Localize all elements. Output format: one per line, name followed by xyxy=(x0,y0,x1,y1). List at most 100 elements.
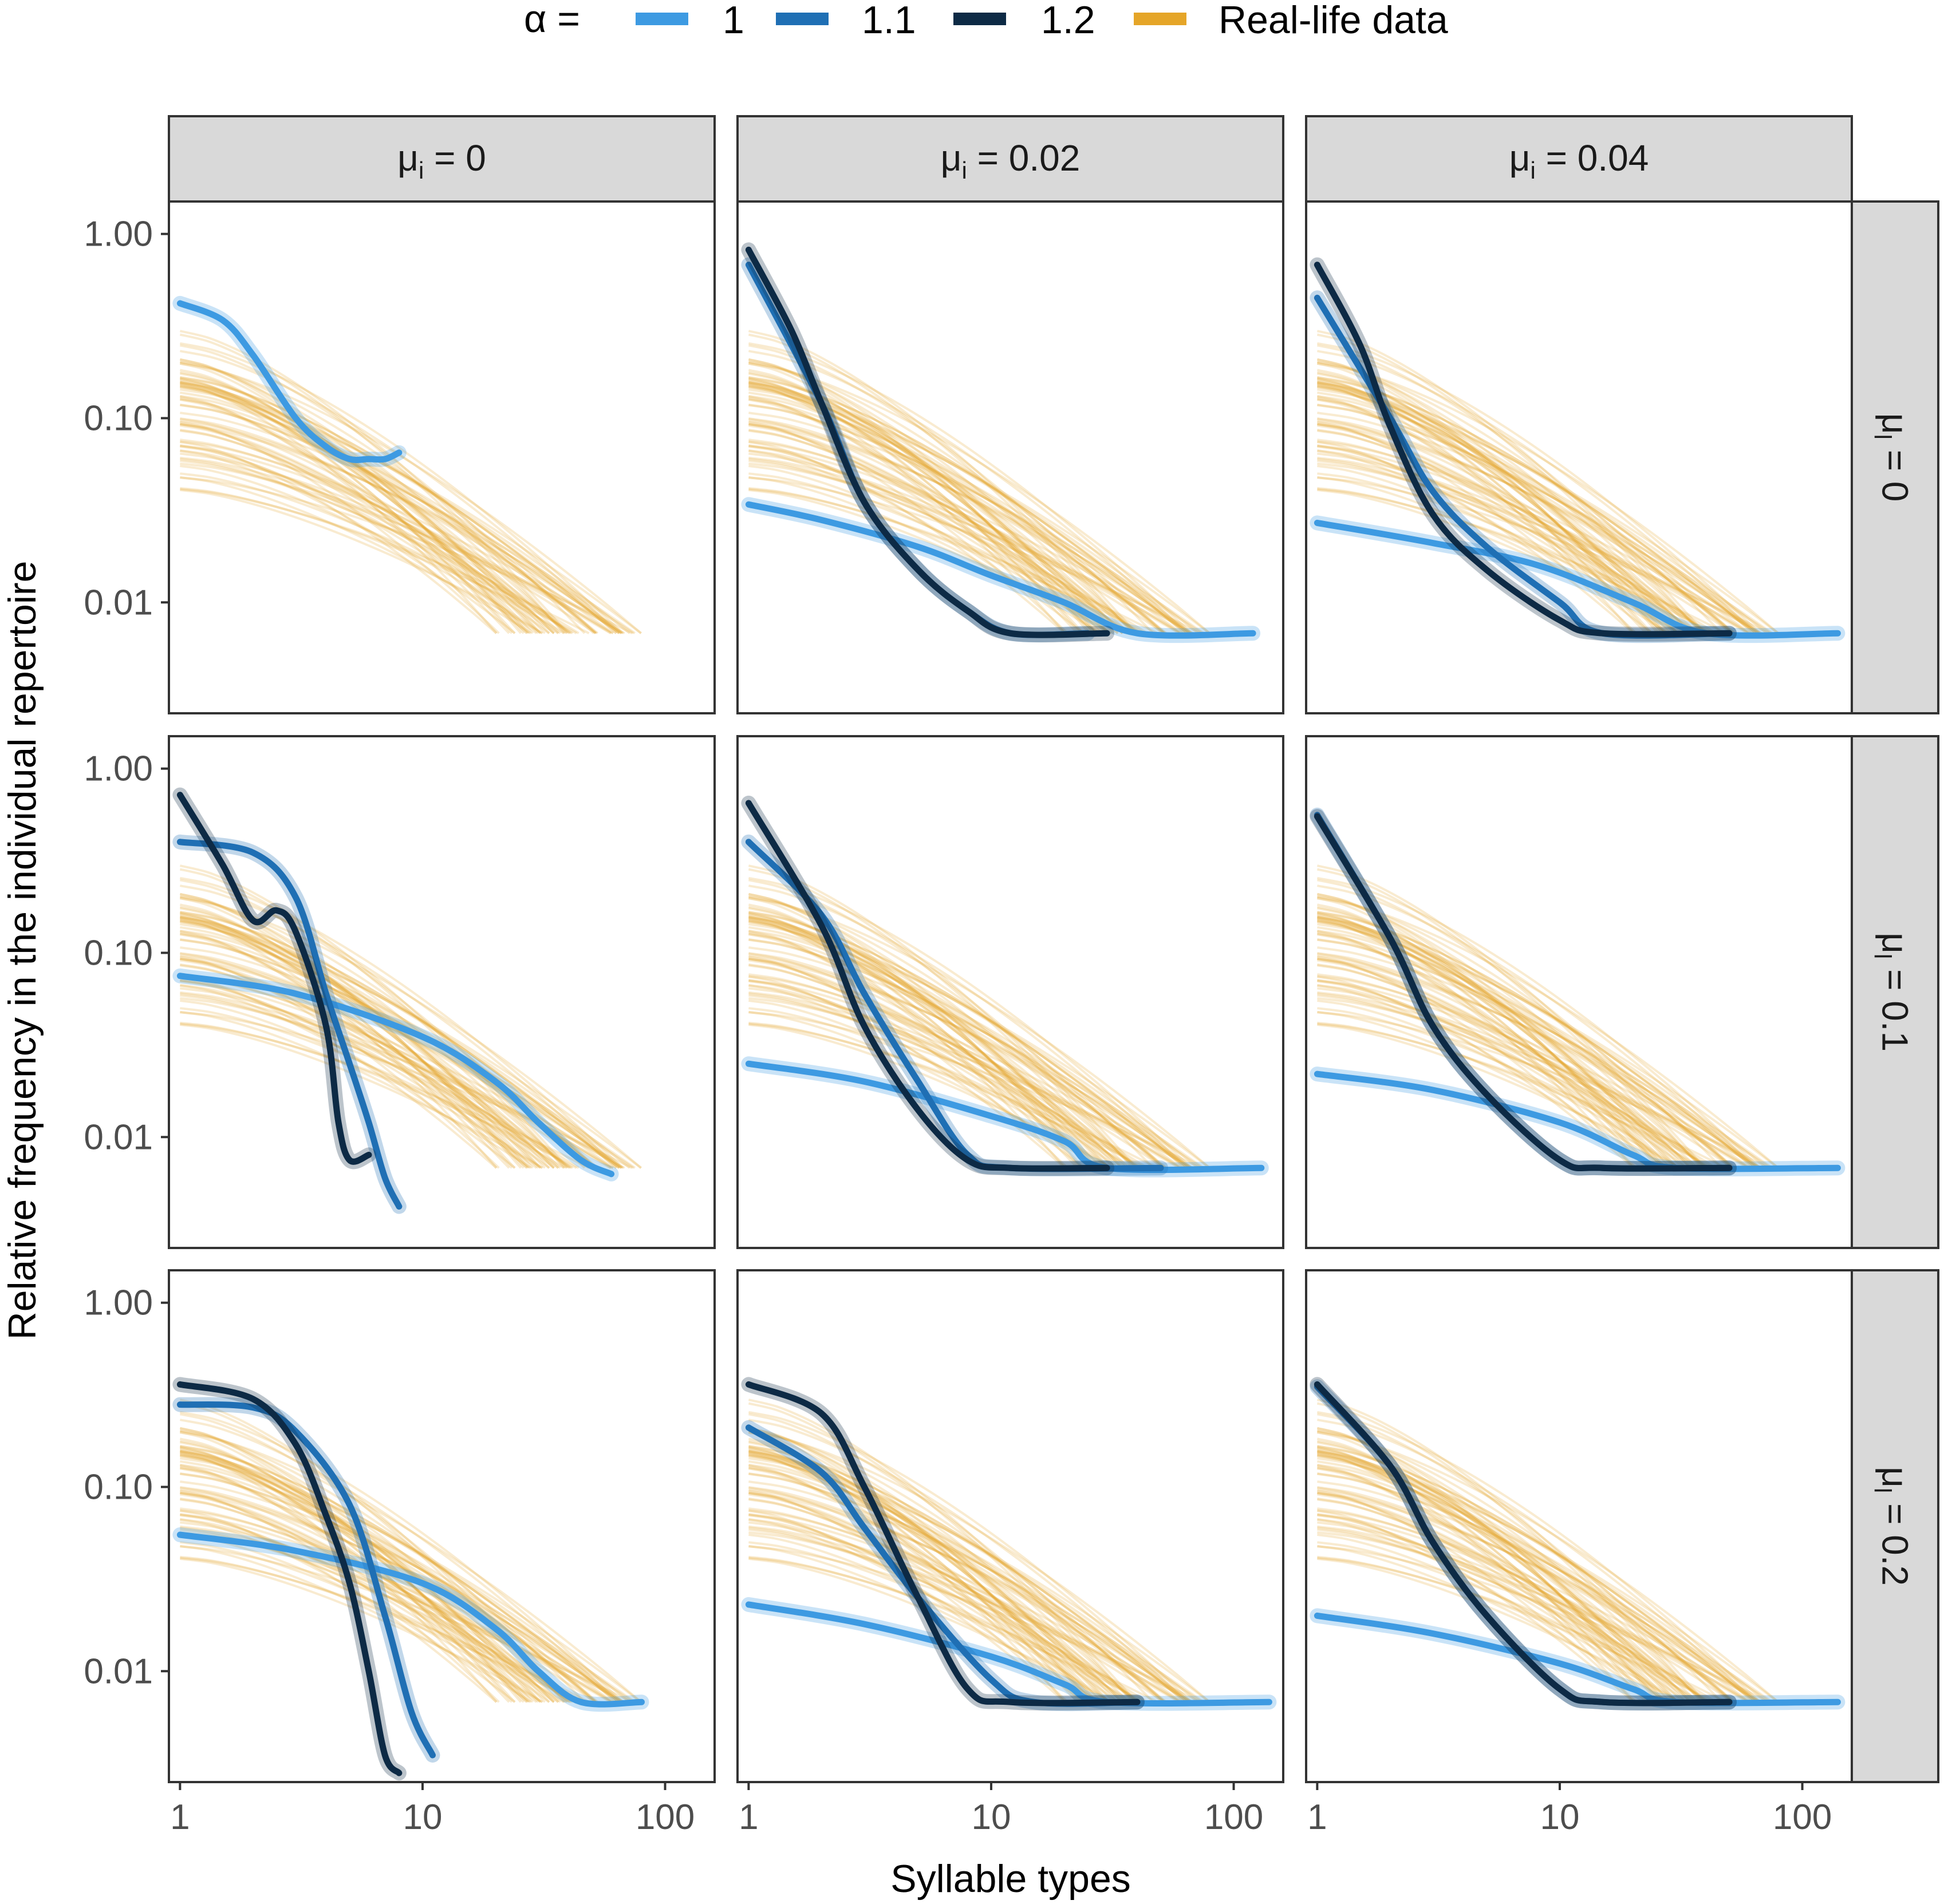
real-life-line-24 xyxy=(1316,1464,1647,1703)
real-life-line-67 xyxy=(1316,1467,1665,1703)
panel-background xyxy=(169,1270,715,1782)
real-life-line-31 xyxy=(1316,382,1635,634)
series-line-alpha-1.2 xyxy=(1314,813,1733,1172)
real-life-line-8 xyxy=(180,1525,612,1703)
real-life-line-61 xyxy=(180,975,498,1169)
real-life-line-28 xyxy=(180,1491,634,1703)
panel-background xyxy=(1306,1270,1852,1782)
real-life-line-53 xyxy=(748,417,1182,634)
real-life-line-61 xyxy=(1317,441,1635,634)
panel-r0-c1 xyxy=(736,200,1284,714)
real-life-line-37 xyxy=(180,1555,577,1703)
real-life-line-18 xyxy=(748,868,1134,1169)
panel-r2-c0: 1.00 0.10 0.01 1 10 100 xyxy=(84,1269,716,1837)
real-life-line-35 xyxy=(748,938,1189,1169)
real-life-line-61 xyxy=(1317,1510,1635,1703)
real-life-line-64 xyxy=(748,382,1137,634)
real-life-line-49 xyxy=(1317,382,1760,634)
real-life-line-43 xyxy=(1317,1022,1727,1169)
real-life-line-66 xyxy=(179,1449,516,1703)
real-life-line-55 xyxy=(748,987,1182,1169)
real-life-line-51 xyxy=(748,1011,1201,1169)
row-strip-1 xyxy=(1851,735,1939,1249)
real-life-line-10 xyxy=(180,1541,565,1703)
real-life-line-8 xyxy=(180,456,612,634)
legend-key-2 xyxy=(953,13,1006,25)
real-life-line-2 xyxy=(748,915,1164,1169)
real-life-line-55 xyxy=(180,1521,614,1703)
real-life-line-20 xyxy=(1317,954,1761,1169)
real-life-line-50 xyxy=(1317,933,1735,1169)
real-life-line-40 xyxy=(180,1480,636,1703)
real-life-line-26 xyxy=(179,1446,534,1703)
real-life-line-54 xyxy=(748,1509,1191,1703)
real-life-line-7 xyxy=(179,931,531,1169)
real-life-line-23 xyxy=(1316,912,1650,1169)
x-tick-label: 100 xyxy=(1204,1798,1263,1837)
real-life-line-34 xyxy=(179,895,567,1169)
real-life-line-31 xyxy=(1316,1451,1635,1703)
legend-key-0 xyxy=(636,13,688,25)
real-life-line-3 xyxy=(180,997,625,1169)
y-tick-label: 0.01 xyxy=(84,583,153,622)
real-life-line-55 xyxy=(1317,452,1751,634)
real-life-line-0 xyxy=(179,385,541,634)
real-life-line-6 xyxy=(748,897,1093,1169)
real-life-line-59 xyxy=(1317,1431,1780,1703)
real-life-line-39 xyxy=(1316,1452,1677,1703)
real-life-line-14 xyxy=(1317,957,1697,1169)
real-life-line-50 xyxy=(748,1467,1166,1703)
row-strip-label-1: μl = 0.1 xyxy=(1870,933,1916,1052)
real-life-line-52 xyxy=(180,476,532,634)
real-life-line-24 xyxy=(179,1464,510,1703)
real-life-line-22 xyxy=(180,404,620,634)
real-life-line-0 xyxy=(179,1453,541,1703)
real-life-line-51 xyxy=(1317,476,1770,634)
real-life-line-53 xyxy=(748,1486,1182,1703)
real-life-line-20 xyxy=(180,420,624,634)
real-life-line-41 xyxy=(748,1526,1141,1703)
real-life-line-19 xyxy=(748,903,1098,1169)
real-life-line-41 xyxy=(180,457,572,634)
real-life-line-29 xyxy=(1317,955,1637,1169)
real-life-line-60 xyxy=(1317,394,1760,634)
panel-border xyxy=(168,1269,716,1783)
real-life-line-19 xyxy=(1316,903,1667,1169)
real-life-line-32 xyxy=(180,978,538,1169)
real-life-line-65 xyxy=(1317,384,1768,634)
real-life-line-36 xyxy=(1317,926,1736,1169)
real-life-line-53 xyxy=(180,951,614,1169)
panel-background xyxy=(169,202,715,713)
panel-border xyxy=(1305,200,1853,714)
real-life-line-4 xyxy=(748,376,1186,634)
real-life-line-61 xyxy=(748,441,1066,634)
real-life-line-12 xyxy=(748,979,1119,1169)
real-life-line-34 xyxy=(179,361,567,634)
real-life-line-60 xyxy=(180,929,622,1169)
real-life-line-37 xyxy=(1317,1555,1714,1703)
real-life-line-25 xyxy=(179,914,555,1169)
real-life-line-22 xyxy=(1317,938,1757,1169)
real-life-line-56 xyxy=(180,424,559,634)
real-life-line-36 xyxy=(748,1460,1168,1703)
real-life-line-63 xyxy=(1317,921,1734,1169)
real-life-line-46 xyxy=(180,444,612,634)
real-life-line-10 xyxy=(748,1541,1134,1703)
real-life-line-27 xyxy=(748,1497,1123,1703)
col-strip-label-0: μi = 0 xyxy=(397,137,486,184)
real-life-line-59 xyxy=(180,362,642,634)
real-life-line-17 xyxy=(748,429,1139,634)
real-life-line-18 xyxy=(748,1402,1134,1703)
real-life-line-44 xyxy=(748,1454,1123,1703)
real-life-line-68 xyxy=(180,916,561,1169)
real-life-line-62 xyxy=(748,1518,1142,1703)
panel-plot-area xyxy=(1310,257,1846,643)
real-life-line-0 xyxy=(748,919,1110,1169)
real-life-line-37 xyxy=(748,1021,1146,1169)
real-life-line-38 xyxy=(748,1487,1140,1703)
real-life-line-47 xyxy=(748,1399,1137,1703)
real-life-line-38 xyxy=(1317,418,1709,634)
real-life-line-26 xyxy=(179,377,534,634)
real-life-line-42 xyxy=(1316,1413,1723,1703)
real-life-line-51 xyxy=(748,476,1201,634)
